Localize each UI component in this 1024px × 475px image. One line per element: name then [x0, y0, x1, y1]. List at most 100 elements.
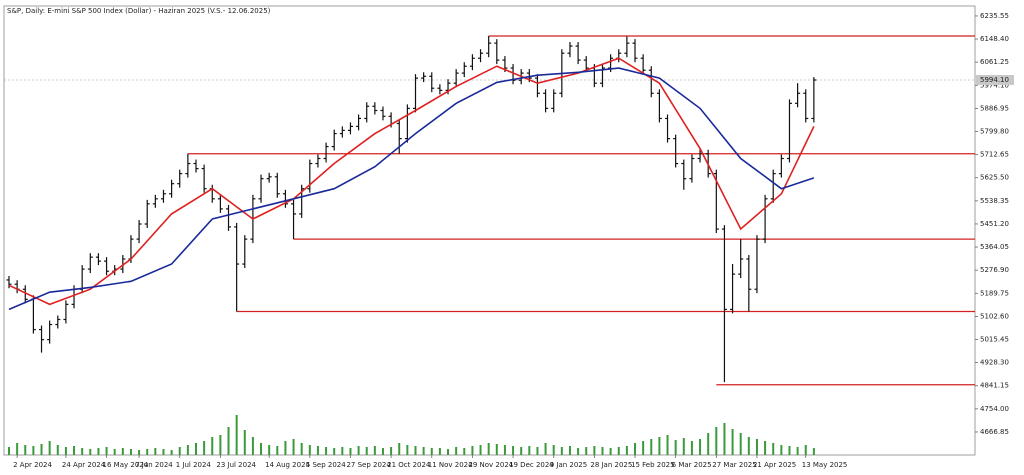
volume-bar — [381, 448, 384, 455]
chart-title: S&P, Daily: E-mini S&P 500 Index (Dollar… — [7, 7, 271, 15]
volume-bar — [723, 423, 726, 455]
volume-bar — [568, 446, 571, 455]
y-tick-label: 5712.65 — [980, 151, 1009, 159]
x-tick-label: 28 Jan 2025 — [590, 461, 632, 469]
volume-bar — [699, 439, 702, 455]
y-tick-label: 5364.05 — [980, 243, 1009, 251]
volume-bar — [268, 445, 271, 455]
x-tick-label: 21 Oct 2024 — [387, 461, 431, 469]
volume-bar — [162, 449, 165, 455]
volume-bar — [796, 447, 799, 455]
volume-bar — [16, 443, 19, 455]
volume-bar — [251, 437, 254, 455]
volume-bar — [690, 441, 693, 455]
volume-bar — [178, 447, 181, 455]
plot-frame — [3, 5, 976, 456]
volume-bar — [707, 433, 710, 455]
volume-bar — [764, 441, 767, 455]
volume-bar — [24, 445, 27, 455]
volume-bar — [373, 446, 376, 455]
x-tick-label: 27 Sep 2024 — [346, 461, 391, 469]
last-price-label: 5994.10 — [980, 76, 1009, 84]
y-tick-label: 5451.20 — [980, 220, 1009, 228]
volume-bar — [479, 445, 482, 455]
volume-bar — [154, 448, 157, 455]
volume-bar — [772, 443, 775, 455]
x-tick-label: 7 Jun 2024 — [135, 461, 173, 469]
volume-bar — [129, 449, 132, 455]
volume-bar — [235, 415, 238, 455]
x-tick-label: 6 Mar 2025 — [672, 461, 712, 469]
volume-bar — [438, 448, 441, 455]
x-tick-label: 14 Aug 2024 — [265, 461, 310, 469]
volume-bar — [186, 445, 189, 455]
volume-bar — [97, 448, 100, 455]
volume-bar — [682, 438, 685, 455]
x-tick-label: 1 Jul 2024 — [176, 461, 212, 469]
volume-bar — [56, 445, 59, 455]
volume-bar — [341, 447, 344, 455]
y-tick-label: 5799.80 — [980, 127, 1009, 135]
volume-bar — [138, 450, 141, 455]
volume-bar — [64, 447, 67, 455]
x-tick-label: 27 Mar 2025 — [712, 461, 756, 469]
volume-bar — [731, 429, 734, 455]
volume-bar — [739, 433, 742, 455]
volume-bar — [463, 448, 466, 455]
volume-bar — [357, 446, 360, 455]
volume-bar — [585, 447, 588, 455]
volume-bar — [528, 446, 531, 455]
x-tick-label: 11 Nov 2024 — [428, 461, 473, 469]
x-tick-label: 5 Sep 2024 — [306, 461, 346, 469]
x-tick-label: 23 Jul 2024 — [216, 461, 256, 469]
volume-bar — [560, 447, 563, 455]
y-tick-label: 5189.75 — [980, 289, 1009, 297]
volume-bar — [471, 446, 474, 455]
x-tick-label: 24 Apr 2024 — [62, 461, 106, 469]
volume-bar — [48, 441, 51, 455]
y-tick-label: 5276.90 — [980, 266, 1009, 274]
volume-bar — [32, 446, 35, 455]
x-tick-label: 9 Jan 2025 — [550, 461, 588, 469]
volume-bar — [674, 440, 677, 455]
volume-bar — [601, 447, 604, 455]
y-tick-label: 6061.25 — [980, 58, 1009, 66]
volume-bar — [617, 447, 620, 455]
y-tick-label: 5015.45 — [980, 336, 1009, 344]
y-tick-label: 4754.00 — [980, 405, 1009, 413]
volume-bar — [495, 444, 498, 455]
last-price-box — [976, 74, 1014, 85]
volume-bar — [8, 447, 10, 455]
volume-bar — [211, 437, 214, 455]
volume-bar — [325, 447, 328, 455]
y-tick-label: 5102.60 — [980, 312, 1009, 320]
y-tick-label: 5886.95 — [980, 104, 1009, 112]
volume-bar — [276, 446, 279, 455]
volume-bar — [520, 447, 523, 455]
volume-bar — [40, 444, 43, 455]
volume-bar — [625, 446, 628, 455]
x-tick-label: 21 Apr 2025 — [753, 461, 796, 469]
volume-bar — [398, 443, 401, 455]
volume-bar — [300, 443, 303, 455]
volume-bar — [780, 445, 783, 455]
y-tick-label: 4666.85 — [980, 428, 1009, 436]
x-tick-label: 13 May 2025 — [802, 461, 848, 469]
volume-bar — [487, 443, 490, 455]
volume-bar — [194, 443, 197, 455]
volume-bar — [447, 449, 450, 455]
volume-bar — [121, 448, 124, 455]
volume-bar — [73, 446, 76, 455]
y-tick-label: 5625.50 — [980, 174, 1009, 182]
volume-bar — [642, 441, 645, 455]
volume-bar — [316, 446, 319, 455]
volume-bar — [414, 446, 417, 455]
x-tick-label: 15 Feb 2025 — [631, 461, 675, 469]
ma-line — [8, 67, 815, 311]
volume-bar — [81, 448, 84, 455]
volume-bar — [89, 449, 92, 455]
volume-bar — [788, 446, 791, 455]
volume-bar — [503, 445, 506, 455]
volume-bar — [146, 449, 149, 455]
